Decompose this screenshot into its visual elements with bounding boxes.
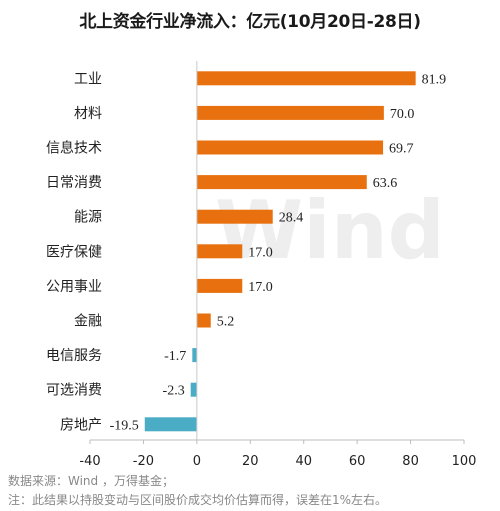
- bar-3: [196, 140, 384, 155]
- value-label: 69.7: [389, 142, 414, 157]
- category-label: 工业: [74, 71, 102, 87]
- category-label: 能源: [74, 210, 102, 226]
- bar-6: [196, 244, 243, 259]
- bar-9: [192, 348, 197, 363]
- bars-group: 工业 81.9 材料 70.0 信息技术 69.7 日常消费 63.6 能源 28.4 医疗保健 17…: [46, 71, 446, 433]
- category-label: 电信服务: [46, 348, 102, 364]
- bar-5: [196, 209, 273, 224]
- bar-8: [196, 313, 211, 328]
- bar-10: [190, 382, 197, 397]
- watermark-wind: Wind: [215, 184, 445, 277]
- value-label: 17.0: [248, 280, 273, 295]
- value-label: 70.0: [390, 107, 415, 122]
- category-label: 日常消费: [46, 175, 102, 191]
- x-tick-label: -40: [79, 454, 100, 469]
- category-label: 信息技术: [46, 140, 102, 157]
- x-tick-label: 100: [452, 454, 477, 469]
- bar-11: [144, 417, 197, 432]
- value-label: -2.3: [163, 384, 185, 399]
- footnote: 注：此结果以持股变动与区间股价成交均价估算而得，误差在1%左右。: [8, 493, 388, 507]
- bar-4: [196, 175, 367, 190]
- value-label: 81.9: [422, 72, 447, 87]
- x-tick-label: 40: [295, 454, 312, 469]
- bar-7: [196, 278, 243, 293]
- value-label: 17.0: [248, 245, 273, 260]
- category-label: 可选消费: [46, 383, 102, 399]
- x-axis: -40 -20 0 20 40 60 80 100: [79, 61, 476, 469]
- chart-title: 北上资金行业净流入：亿元(10月20日-28日): [79, 12, 421, 32]
- x-tick-label: 60: [349, 454, 366, 469]
- category-label: 医疗保健: [46, 244, 102, 260]
- value-label: -19.5: [110, 418, 139, 433]
- value-label: 5.2: [217, 315, 235, 330]
- bar-2: [196, 105, 384, 120]
- bar-1: [196, 71, 416, 86]
- category-label: 房地产: [60, 417, 102, 433]
- x-tick-label: 80: [402, 454, 419, 469]
- value-label: 63.6: [373, 176, 398, 191]
- x-tick-label: 20: [242, 454, 259, 469]
- category-label: 材料: [74, 106, 102, 122]
- value-label: -1.7: [164, 349, 186, 364]
- x-tick-label: -20: [133, 454, 154, 469]
- data-source-note: 数据来源：Wind ，万得基金；: [8, 474, 174, 488]
- value-label: 28.4: [279, 211, 304, 226]
- x-tick-label: 0: [193, 454, 201, 469]
- category-label: 金融: [74, 314, 102, 330]
- category-label: 公用事业: [46, 279, 102, 295]
